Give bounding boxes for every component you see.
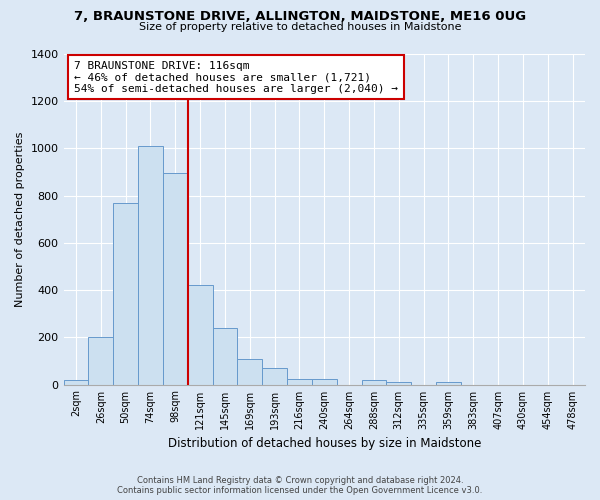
Bar <box>312 378 337 384</box>
Bar <box>138 146 163 384</box>
Text: Contains HM Land Registry data © Crown copyright and database right 2024.
Contai: Contains HM Land Registry data © Crown c… <box>118 476 482 495</box>
Bar <box>238 358 262 384</box>
Text: 7 BRAUNSTONE DRIVE: 116sqm
← 46% of detached houses are smaller (1,721)
54% of s: 7 BRAUNSTONE DRIVE: 116sqm ← 46% of deta… <box>74 60 398 94</box>
Text: 7, BRAUNSTONE DRIVE, ALLINGTON, MAIDSTONE, ME16 0UG: 7, BRAUNSTONE DRIVE, ALLINGTON, MAIDSTON… <box>74 10 526 23</box>
Bar <box>262 368 287 384</box>
Bar <box>188 286 212 384</box>
Bar <box>212 328 238 384</box>
Bar <box>64 380 88 384</box>
Bar <box>362 380 386 384</box>
Bar <box>287 378 312 384</box>
Bar <box>436 382 461 384</box>
Y-axis label: Number of detached properties: Number of detached properties <box>15 132 25 307</box>
X-axis label: Distribution of detached houses by size in Maidstone: Distribution of detached houses by size … <box>167 437 481 450</box>
Bar <box>386 382 411 384</box>
Bar <box>163 173 188 384</box>
Bar <box>113 203 138 384</box>
Bar <box>88 338 113 384</box>
Text: Size of property relative to detached houses in Maidstone: Size of property relative to detached ho… <box>139 22 461 32</box>
